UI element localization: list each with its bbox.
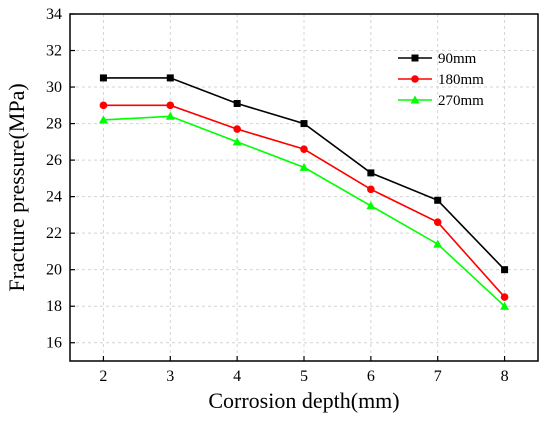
data-point — [99, 74, 107, 82]
y-tick-label: 16 — [46, 335, 62, 352]
legend: 90mm 180mm 270mm — [398, 51, 484, 109]
data-point — [99, 101, 108, 110]
legend-entry: 180mm — [398, 72, 484, 88]
legend-swatch-marker — [410, 95, 420, 104]
series-180mm — [99, 101, 509, 301]
series-90mm — [99, 74, 509, 274]
series-270mm — [98, 111, 510, 310]
x-tick-label: 4 — [233, 368, 241, 385]
data-point — [367, 185, 375, 194]
data-point — [433, 218, 442, 226]
y-tick-label: 20 — [46, 262, 62, 279]
data-point — [366, 201, 376, 210]
y-tick-label: 32 — [46, 43, 62, 60]
legend-swatch-marker — [411, 54, 419, 62]
data-point — [166, 74, 174, 82]
x-axis-title: Corrosion depth(mm) — [208, 388, 399, 413]
x-tick-label: 8 — [501, 368, 509, 385]
data-point — [433, 239, 443, 248]
series-layer — [98, 74, 510, 310]
data-point — [166, 101, 175, 110]
legend-swatch-marker — [411, 75, 419, 83]
legend-label: 180mm — [438, 72, 484, 88]
data-point — [233, 99, 241, 107]
y-tick-label: 18 — [46, 298, 62, 315]
data-point — [300, 120, 308, 128]
y-tick-label: 34 — [46, 6, 62, 23]
data-point — [98, 115, 108, 124]
data-point — [434, 196, 442, 204]
series-line — [103, 115, 506, 307]
legend-entry: 90mm — [398, 51, 477, 67]
legend-label: 90mm — [438, 51, 477, 67]
y-tick-label: 24 — [46, 189, 62, 206]
data-point — [233, 125, 241, 133]
data-point — [300, 145, 308, 153]
x-tick-label: 6 — [367, 368, 375, 385]
data-point — [165, 111, 175, 120]
data-point — [501, 266, 509, 274]
x-tick-label: 2 — [99, 368, 107, 385]
y-axis-title: Fracture pressure(MPa) — [4, 83, 29, 291]
x-tick-label: 5 — [300, 368, 308, 385]
y-tick-label: 22 — [46, 225, 62, 242]
x-tick-label: 3 — [166, 368, 174, 385]
legend-label: 270mm — [438, 93, 484, 109]
y-tick-label: 28 — [46, 116, 62, 133]
y-tick-label: 26 — [46, 152, 62, 169]
data-point — [367, 169, 375, 177]
legend-entry: 270mm — [398, 93, 484, 109]
data-point — [500, 293, 509, 301]
data-point — [500, 301, 510, 310]
data-point — [299, 162, 309, 171]
data-point — [232, 137, 242, 146]
y-tick-label: 30 — [46, 79, 62, 96]
x-tick-label: 7 — [434, 368, 442, 385]
